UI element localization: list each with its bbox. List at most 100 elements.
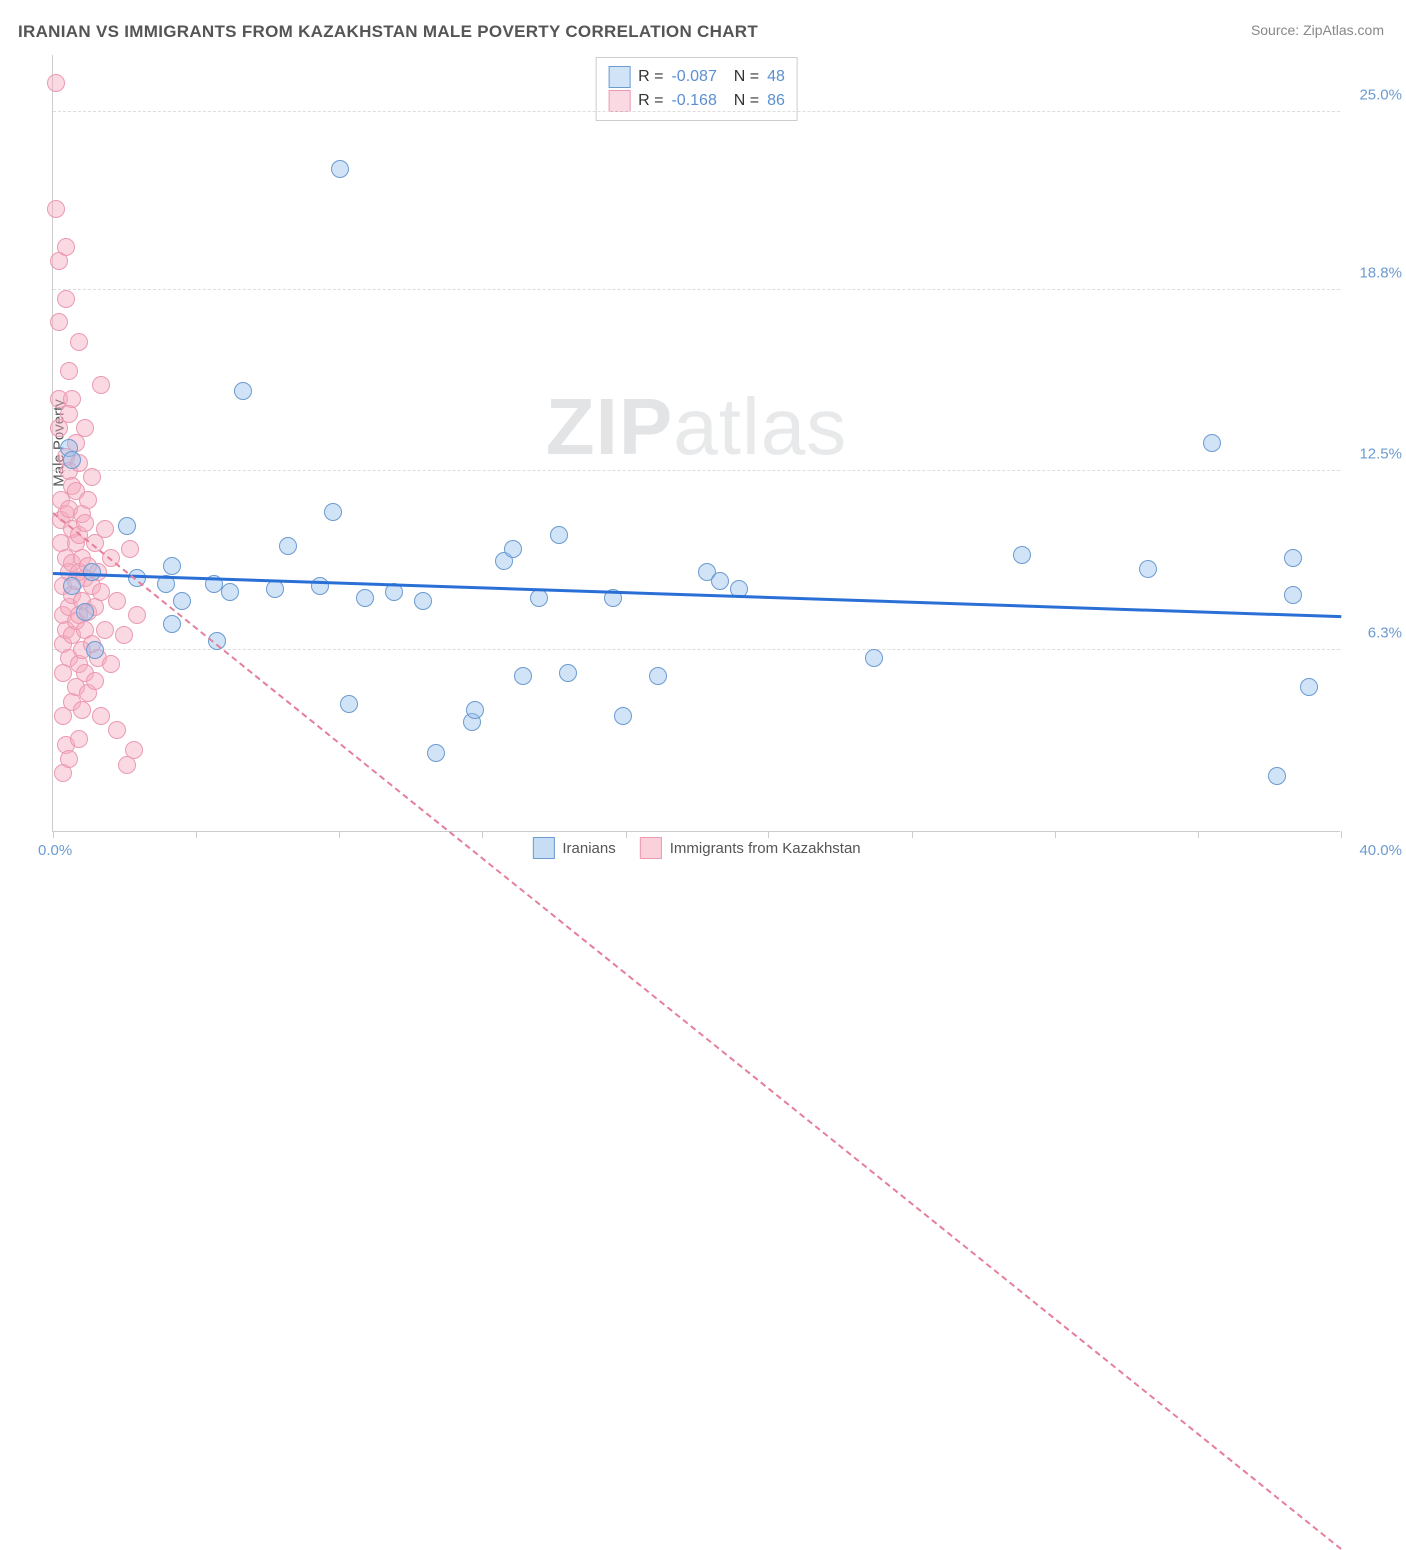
x-tick (912, 831, 913, 838)
stats-row: R = -0.168 N = 86 (608, 90, 785, 112)
regression-line (52, 513, 1341, 1550)
stat-n-label: N = (725, 68, 759, 86)
data-point (128, 606, 146, 624)
data-point (108, 721, 126, 739)
gridline (53, 470, 1340, 471)
data-point (96, 520, 114, 538)
data-point (92, 376, 110, 394)
data-point (63, 390, 81, 408)
stat-r-value: -0.087 (671, 68, 716, 86)
data-point (76, 603, 94, 621)
legend-item: Iranians (532, 837, 615, 859)
y-tick-label: 6.3% (1368, 624, 1402, 641)
data-point (115, 626, 133, 644)
watermark-bold: ZIP (546, 382, 673, 471)
source-label: Source: (1251, 22, 1303, 38)
data-point (1284, 586, 1302, 604)
x-axis-max-label: 40.0% (1359, 842, 1402, 859)
data-point (73, 701, 91, 719)
legend-item: Immigrants from Kazakhstan (640, 837, 861, 859)
data-point (550, 526, 568, 544)
y-tick-label: 18.8% (1359, 264, 1402, 281)
data-point (163, 615, 181, 633)
x-tick (196, 831, 197, 838)
data-point (559, 664, 577, 682)
watermark-light: atlas (673, 382, 847, 471)
data-point (266, 580, 284, 598)
x-tick (1198, 831, 1199, 838)
data-point (86, 641, 104, 659)
data-point (514, 667, 532, 685)
gridline (53, 649, 1340, 650)
legend-swatch (608, 90, 630, 112)
stat-n-label: N = (725, 92, 759, 110)
legend-label: Immigrants from Kazakhstan (670, 840, 861, 857)
data-point (96, 621, 114, 639)
stat-r-label: R = (638, 68, 663, 86)
data-point (173, 592, 191, 610)
data-point (121, 540, 139, 558)
data-point (356, 589, 374, 607)
data-point (711, 572, 729, 590)
gridline (53, 111, 1340, 112)
data-point (414, 592, 432, 610)
data-point (1300, 678, 1318, 696)
gridline (53, 289, 1340, 290)
legend: Iranians Immigrants from Kazakhstan (532, 837, 860, 859)
data-point (163, 557, 181, 575)
data-point (427, 744, 445, 762)
watermark: ZIPatlas (546, 381, 847, 473)
data-point (865, 649, 883, 667)
data-point (63, 577, 81, 595)
data-point (279, 537, 297, 555)
data-point (79, 491, 97, 509)
x-tick (339, 831, 340, 838)
legend-swatch (640, 837, 662, 859)
data-point (649, 667, 667, 685)
source-attribution: Source: ZipAtlas.com (1251, 22, 1384, 38)
x-tick (482, 831, 483, 838)
stat-n-value: 86 (767, 92, 785, 110)
data-point (1203, 434, 1221, 452)
data-point (324, 503, 342, 521)
chart-title: IRANIAN VS IMMIGRANTS FROM KAZAKHSTAN MA… (18, 22, 758, 42)
data-point (47, 74, 65, 92)
data-point (331, 160, 349, 178)
legend-label: Iranians (562, 840, 615, 857)
data-point (1268, 767, 1286, 785)
y-tick-label: 12.5% (1359, 446, 1402, 463)
data-point (83, 563, 101, 581)
stat-r-value: -0.168 (671, 92, 716, 110)
data-point (60, 750, 78, 768)
data-point (102, 655, 120, 673)
data-point (57, 238, 75, 256)
data-point (47, 200, 65, 218)
data-point (76, 419, 94, 437)
source-link[interactable]: ZipAtlas.com (1303, 22, 1384, 38)
data-point (60, 362, 78, 380)
data-point (57, 290, 75, 308)
x-tick (626, 831, 627, 838)
data-point (76, 514, 94, 532)
x-tick (53, 831, 54, 838)
data-point (108, 592, 126, 610)
data-point (1284, 549, 1302, 567)
legend-swatch (532, 837, 554, 859)
data-point (340, 695, 358, 713)
data-point (614, 707, 632, 725)
data-point (86, 672, 104, 690)
x-tick (768, 831, 769, 838)
data-point (50, 313, 68, 331)
x-tick (1341, 831, 1342, 838)
x-axis-min-label: 0.0% (38, 842, 72, 859)
scatter-chart: ZIPatlas Male Poverty 0.0% 40.0% R = -0.… (52, 55, 1340, 832)
data-point (466, 701, 484, 719)
data-point (530, 589, 548, 607)
data-point (221, 583, 239, 601)
data-point (70, 730, 88, 748)
data-point (63, 451, 81, 469)
data-point (1139, 560, 1157, 578)
legend-swatch (608, 66, 630, 88)
stat-n-value: 48 (767, 68, 785, 86)
data-point (70, 333, 88, 351)
